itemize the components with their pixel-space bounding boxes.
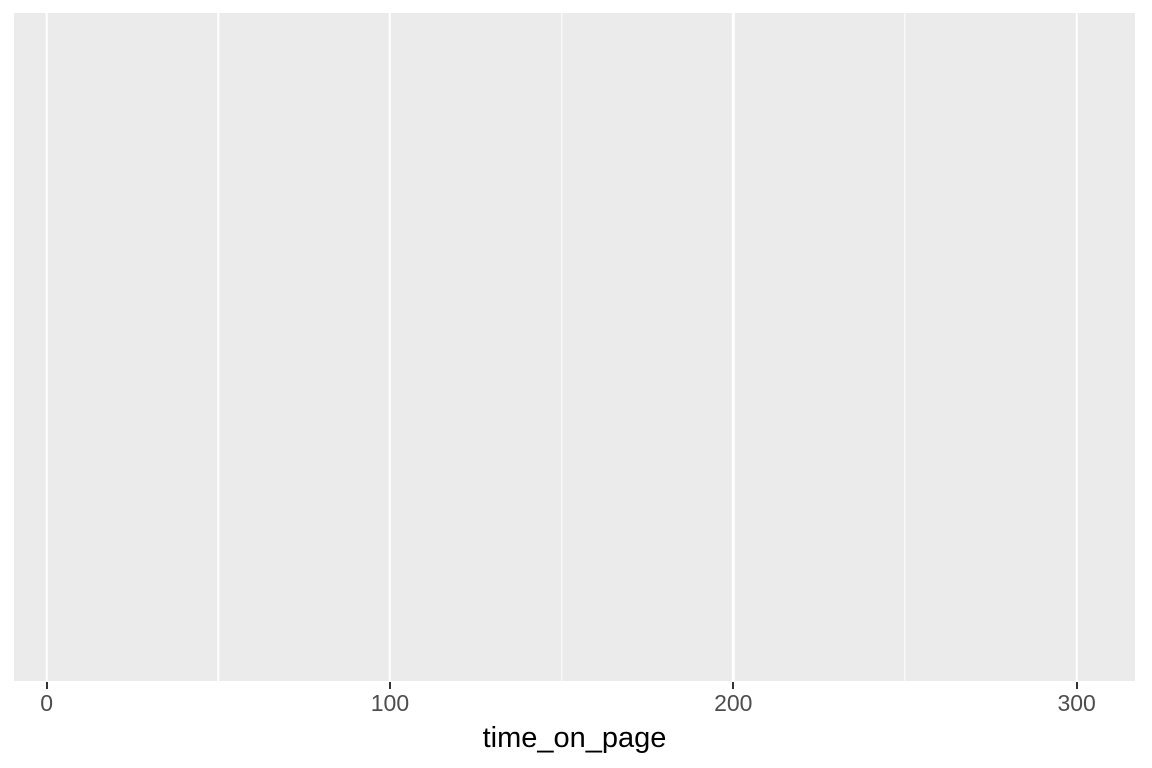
gridline-major bbox=[1075, 13, 1078, 681]
x-tick-mark bbox=[1075, 682, 1078, 689]
x-tick-mark bbox=[45, 682, 48, 689]
gridline-minor bbox=[217, 13, 219, 681]
x-tick-label: 0 bbox=[40, 690, 54, 716]
gridline-minor bbox=[904, 13, 906, 681]
plot-panel bbox=[14, 13, 1135, 681]
x-tick-label: 100 bbox=[370, 690, 410, 716]
gridline-major bbox=[45, 13, 48, 681]
x-tick-label: 200 bbox=[714, 690, 753, 716]
gridline-minor bbox=[560, 13, 563, 681]
x-axis: 0 100 200 300 bbox=[14, 681, 1135, 721]
gridline-major bbox=[732, 13, 735, 681]
gridline-major bbox=[388, 13, 392, 681]
x-axis-title: time_on_page bbox=[482, 722, 667, 754]
x-tick-label: 300 bbox=[1057, 690, 1096, 716]
x-tick-mark bbox=[732, 682, 735, 689]
x-tick-mark bbox=[388, 682, 391, 689]
